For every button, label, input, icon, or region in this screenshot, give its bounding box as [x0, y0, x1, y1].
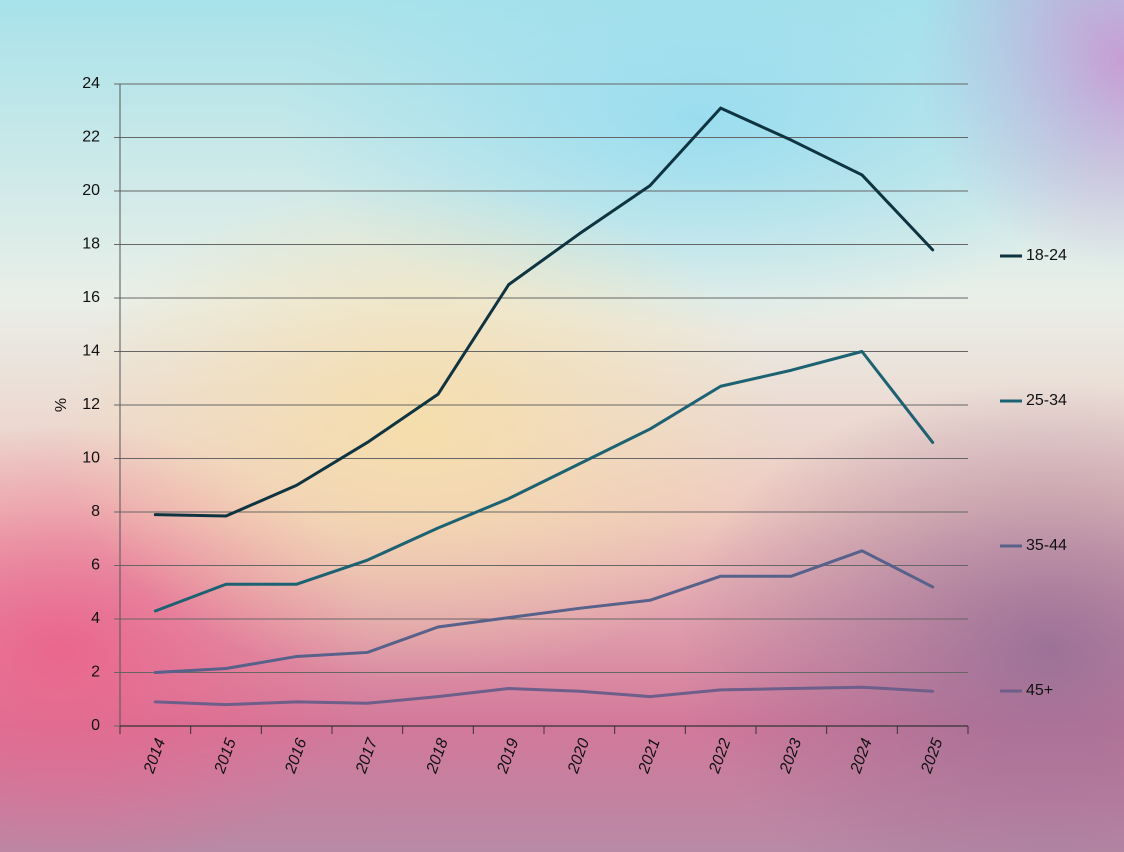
legend-label: 45+ [1026, 682, 1053, 699]
y-tick-label: 10 [82, 450, 100, 467]
x-tick-label: 2017 [353, 735, 382, 776]
x-tick-label: 2018 [423, 736, 452, 776]
series-line [153, 549, 935, 674]
y-tick-label: 2 [91, 664, 100, 681]
y-tick-label: 14 [82, 343, 100, 360]
legend-label: 18-24 [1026, 247, 1067, 264]
y-tick-label: 8 [91, 503, 100, 520]
legend-label: 25-34 [1026, 392, 1067, 409]
x-tick-label: 2021 [635, 736, 664, 776]
x-tick-label: 2025 [918, 736, 947, 776]
y-tick-label: 6 [91, 557, 100, 574]
x-tick-label: 2014 [141, 736, 170, 776]
series-line [153, 685, 935, 707]
y-tick-label: 24 [82, 75, 100, 92]
y-tick-label: 0 [91, 717, 100, 734]
y-tick-label: 18 [82, 236, 100, 253]
y-tick-label: 16 [82, 289, 100, 306]
x-tick-label: 2022 [706, 736, 735, 776]
x-tick-label: 2020 [565, 736, 594, 776]
x-tick-label: 2015 [211, 736, 240, 776]
y-tick-label: 4 [91, 610, 100, 627]
y-tick-label: 22 [82, 129, 100, 146]
x-tick-label: 2023 [777, 736, 806, 776]
x-tick-label: 2016 [282, 736, 311, 776]
series-line [153, 350, 935, 613]
x-tick-label: 2024 [847, 736, 876, 776]
series-line [153, 106, 935, 518]
y-tick-label: 12 [82, 396, 100, 413]
legend-label: 35-44 [1026, 537, 1067, 554]
x-tick-label: 2019 [494, 736, 523, 776]
y-tick-label: 20 [82, 182, 100, 199]
y-axis-label: % [53, 398, 70, 412]
